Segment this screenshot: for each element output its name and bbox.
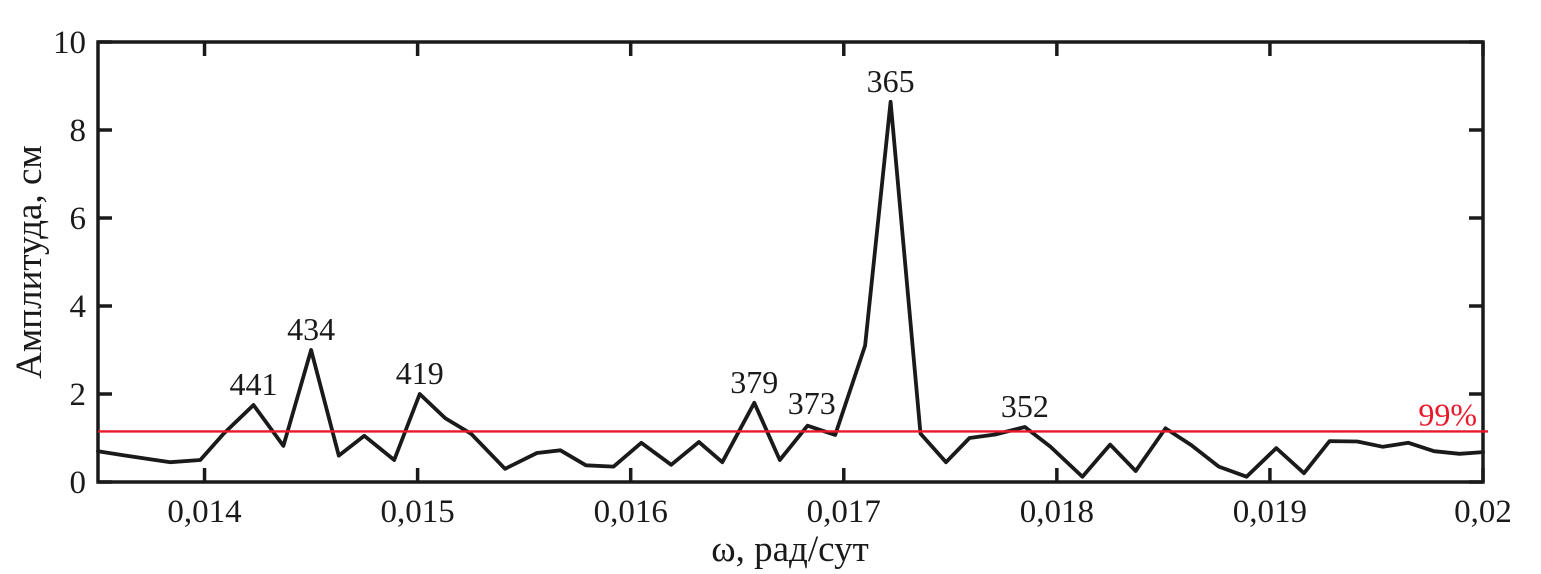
y-axis-title: Амплитуда, см <box>9 145 50 379</box>
x-tick-label: 0,016 <box>594 494 668 530</box>
y-tick-label: 2 <box>70 377 87 413</box>
peak-label-365: 365 <box>867 63 915 99</box>
y-tick-label: 8 <box>70 113 87 149</box>
x-tick-label: 0,015 <box>380 494 454 530</box>
peak-label-373: 373 <box>788 385 836 421</box>
x-tick-label: 0,017 <box>807 494 881 530</box>
axes-box <box>96 40 1485 484</box>
peak-label-419: 419 <box>396 355 444 391</box>
threshold-label: 99% <box>1418 396 1477 432</box>
x-tick-label: 0,019 <box>1233 494 1307 530</box>
y-tick-label: 10 <box>53 25 86 61</box>
y-tick-label: 0 <box>70 465 87 501</box>
peak-label-434: 434 <box>287 311 335 347</box>
y-tick-label: 4 <box>70 289 87 325</box>
peak-label-379: 379 <box>730 364 778 400</box>
x-axis-title: ω, рад/сут <box>711 529 869 570</box>
x-tick-label: 0,014 <box>167 494 241 530</box>
peak-label-352: 352 <box>1001 388 1049 424</box>
spectrum-line <box>96 99 1485 479</box>
x-tick-label: 0,018 <box>1020 494 1094 530</box>
x-tick-label: 0,02 <box>1454 494 1512 530</box>
y-tick-label: 6 <box>70 201 87 237</box>
peak-label-441: 441 <box>230 366 278 402</box>
